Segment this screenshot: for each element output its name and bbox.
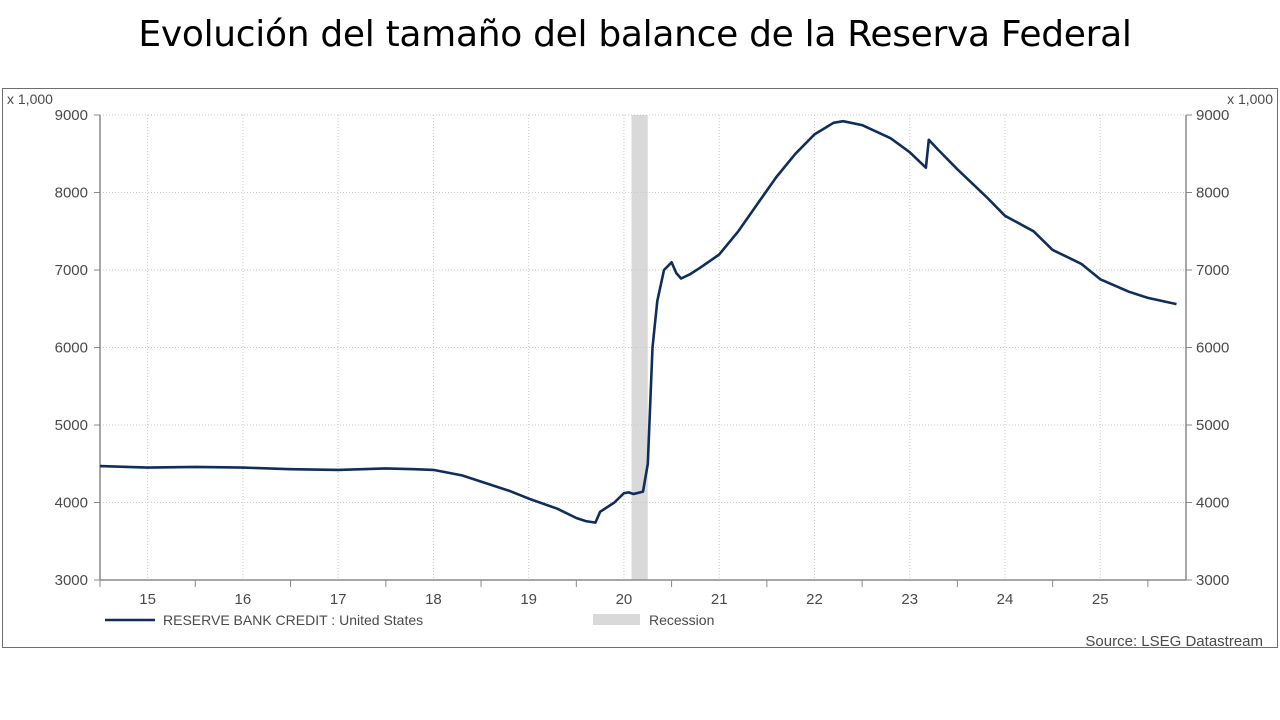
legend-band-swatch — [593, 614, 640, 625]
y-tick-label-left: 7000 — [55, 262, 88, 279]
x-tick-label: 21 — [711, 591, 728, 608]
axis-layer: 3000 3000 4000 4000 5000 5000 6000 6000 7000 7000… — [55, 107, 1230, 608]
chart-frame: 3000 3000 4000 4000 5000 5000 6000 6000 7000 7000… — [2, 88, 1278, 648]
y-tick-label-left: 4000 — [55, 495, 88, 512]
x-tick-label: 18 — [425, 591, 442, 608]
x-tick-label: 20 — [616, 591, 633, 608]
y-tick-label-left: 3000 — [55, 572, 88, 589]
grid-layer — [100, 114, 1186, 580]
x-tick-label: 16 — [235, 591, 252, 608]
series-line-reserve-bank-credit — [99, 119, 1177, 524]
x-tick-label: 22 — [806, 591, 823, 608]
y-tick-label-right: 5000 — [1196, 417, 1229, 434]
y-tick-label-right: 3000 — [1196, 572, 1229, 589]
x-tick-label: 15 — [139, 591, 156, 608]
x-tick-label: 19 — [520, 591, 537, 608]
y-tick-label-left: 9000 — [55, 107, 88, 124]
y-tick-label-right: 9000 — [1196, 107, 1229, 124]
y-tick-label-right: 4000 — [1196, 495, 1229, 512]
legend-label-recession: Recession — [649, 612, 714, 628]
y-tick-label-left: 6000 — [55, 340, 88, 357]
chart-svg: 3000 3000 4000 4000 5000 5000 6000 6000 7000 7000… — [7, 91, 1273, 647]
y-tick-label-right: 7000 — [1196, 262, 1229, 279]
y-tick-label-left: 8000 — [55, 185, 88, 202]
x-tick-label: 24 — [997, 591, 1014, 608]
y-tick-label-right: 6000 — [1196, 340, 1229, 357]
y-tick-label-right: 8000 — [1196, 185, 1229, 202]
y-tick-label-left: 5000 — [55, 417, 88, 434]
unit-label-left: x 1,000 — [7, 91, 53, 107]
x-tick-label: 23 — [901, 591, 918, 608]
legend: RESERVE BANK CREDIT : United States Rece… — [105, 612, 714, 628]
x-tick-label: 17 — [330, 591, 347, 608]
recession-band — [631, 115, 648, 580]
source-label: Source: LSEG Datastream — [1085, 633, 1263, 647]
legend-label-series: RESERVE BANK CREDIT : United States — [163, 612, 423, 628]
page-title: Evolución del tamaño del balance de la R… — [138, 14, 1132, 55]
x-tick-label: 25 — [1092, 591, 1109, 608]
unit-label-right: x 1,000 — [1227, 91, 1273, 107]
